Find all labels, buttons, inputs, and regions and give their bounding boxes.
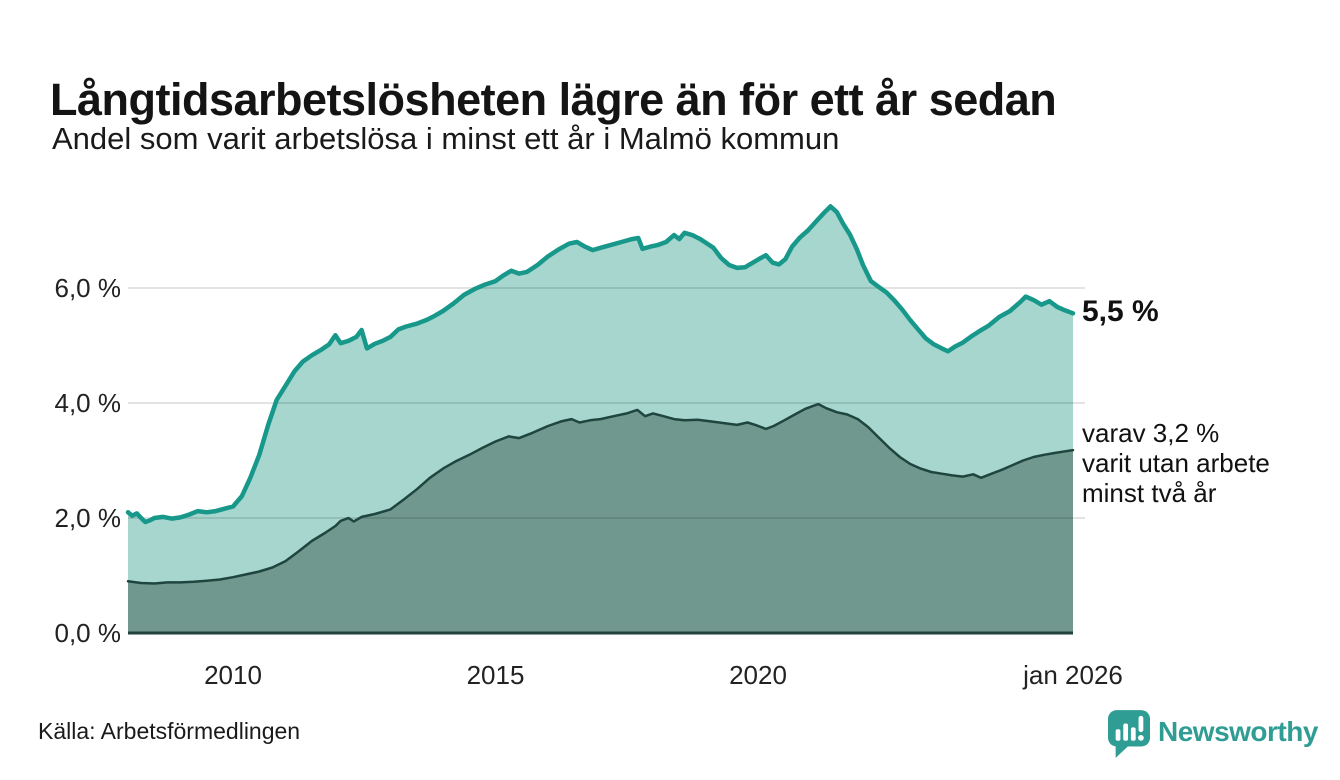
line-minst-ett-ar [125, 204, 1076, 525]
newsworthy-chart-bubble-icon [1108, 710, 1150, 765]
y-tick-label-6: 6,0 % [55, 273, 122, 303]
x-tick-label-2020: 2020 [729, 660, 787, 690]
y-tick-label-0: 0,0 % [55, 618, 122, 648]
series-end-label-total: 5,5 % [1082, 295, 1159, 328]
x-tick-label-2010: 2010 [204, 660, 262, 690]
area-minst-tva-ar [128, 404, 1073, 633]
brand-wordmark: Newsworthy [1158, 716, 1318, 747]
y-tick-label-2: 2,0 % [55, 503, 122, 533]
page-title: Långtidsarbetslösheten lägre än för ett … [50, 74, 1057, 126]
source-caption: Källa: Arbetsförmedlingen [38, 718, 301, 744]
chart-subtitle: Andel som varit arbetslösa i minst ett å… [52, 121, 840, 156]
x-tick-label-2026: jan 2026 [1022, 660, 1123, 690]
line-minst-tva-ar [126, 402, 1075, 585]
annotation-line-3: minst två år [1082, 478, 1217, 508]
annotation-line-2: varit utan arbete [1082, 448, 1270, 478]
annotation-line-1: varav 3,2 % [1082, 418, 1220, 448]
series-end-label-secondary: varav 3,2 % varit utan arbete minst två … [1082, 418, 1270, 508]
y-tick-label-4: 4,0 % [55, 388, 122, 418]
x-tick-label-2015: 2015 [467, 660, 525, 690]
brand-logo-link[interactable]: Newsworthy [1108, 710, 1318, 765]
